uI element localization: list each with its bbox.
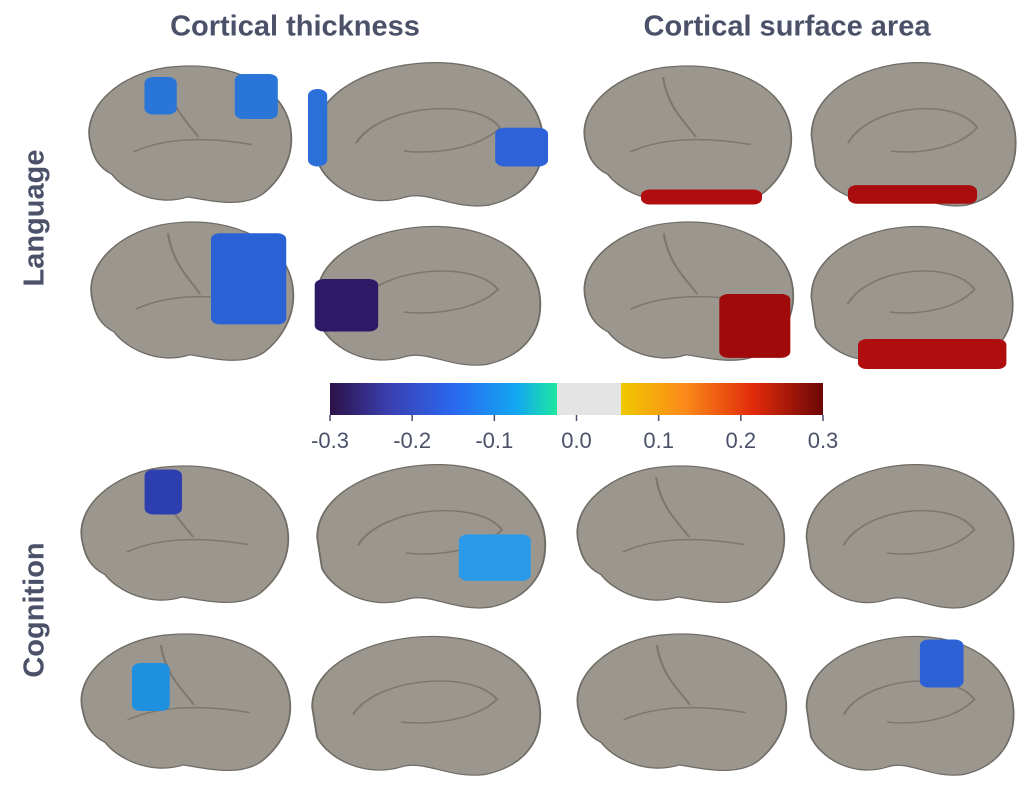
brain-fold [629,76,752,153]
brain-surface [80,633,292,772]
highlight-region [234,74,278,119]
brain-surface [810,62,1017,207]
brain-fold [354,107,502,153]
column-title: Cortical thickness [170,11,420,43]
highlight-region [314,279,379,332]
brain [583,65,793,205]
brain [576,465,786,604]
brain [583,221,795,361]
highlight-region [495,127,548,167]
brain-surface [576,633,788,772]
brain [810,62,1017,207]
brain-surface [805,635,1015,776]
brain-fold [126,644,250,721]
brain [80,465,290,604]
highlight-region [131,663,170,711]
brain-surface [314,62,545,207]
brain [314,225,542,366]
brain [311,635,542,776]
brain-fold [622,644,746,721]
brain [810,225,1014,369]
highlight-region [919,639,964,688]
brain [90,221,295,361]
highlight-region [641,189,762,205]
brain [805,635,1015,776]
brain [805,464,1015,609]
highlight-region [858,339,1007,369]
tick-label: 0.2 [726,428,757,453]
row-title: Language [19,150,51,287]
tick-label: 0.1 [643,428,674,453]
brain-surface [583,65,793,204]
brain-fold [356,509,504,555]
tick-label: -0.1 [475,428,513,453]
brain [88,65,293,204]
highlight-region [144,77,177,115]
highlight-region [458,534,531,581]
colorbar [330,383,823,415]
highlight-region [719,294,791,358]
brain [308,62,548,207]
tick-label: 0.3 [808,428,839,453]
brain-fold [842,680,976,724]
tick-label: -0.3 [311,428,349,453]
brain [316,464,547,609]
colorbar-ticks: -0.3 -0.2 -0.1 0.0 0.1 0.2 0.3 [311,415,838,453]
brain-panels [80,62,1017,776]
highlight-region [308,89,328,167]
brain [80,633,292,772]
tick-label: -0.2 [393,428,431,453]
tick-label: 0.0 [561,428,592,453]
highlight-region [144,469,182,515]
highlight-region [211,233,287,325]
column-title: Cortical surface area [644,11,932,43]
brain [576,633,788,772]
brain-surface [311,635,542,776]
highlight-region [848,185,977,204]
brain-fold [847,107,979,153]
brain-fold [351,680,499,724]
row-title: Cognition [19,542,51,677]
brain-fold [622,476,745,553]
brain-fold [846,270,976,314]
brain-surface [805,464,1015,609]
brain-fold [842,509,976,555]
brain-surface [80,465,290,604]
brain-surface [576,465,786,604]
brain-fold [355,270,500,314]
